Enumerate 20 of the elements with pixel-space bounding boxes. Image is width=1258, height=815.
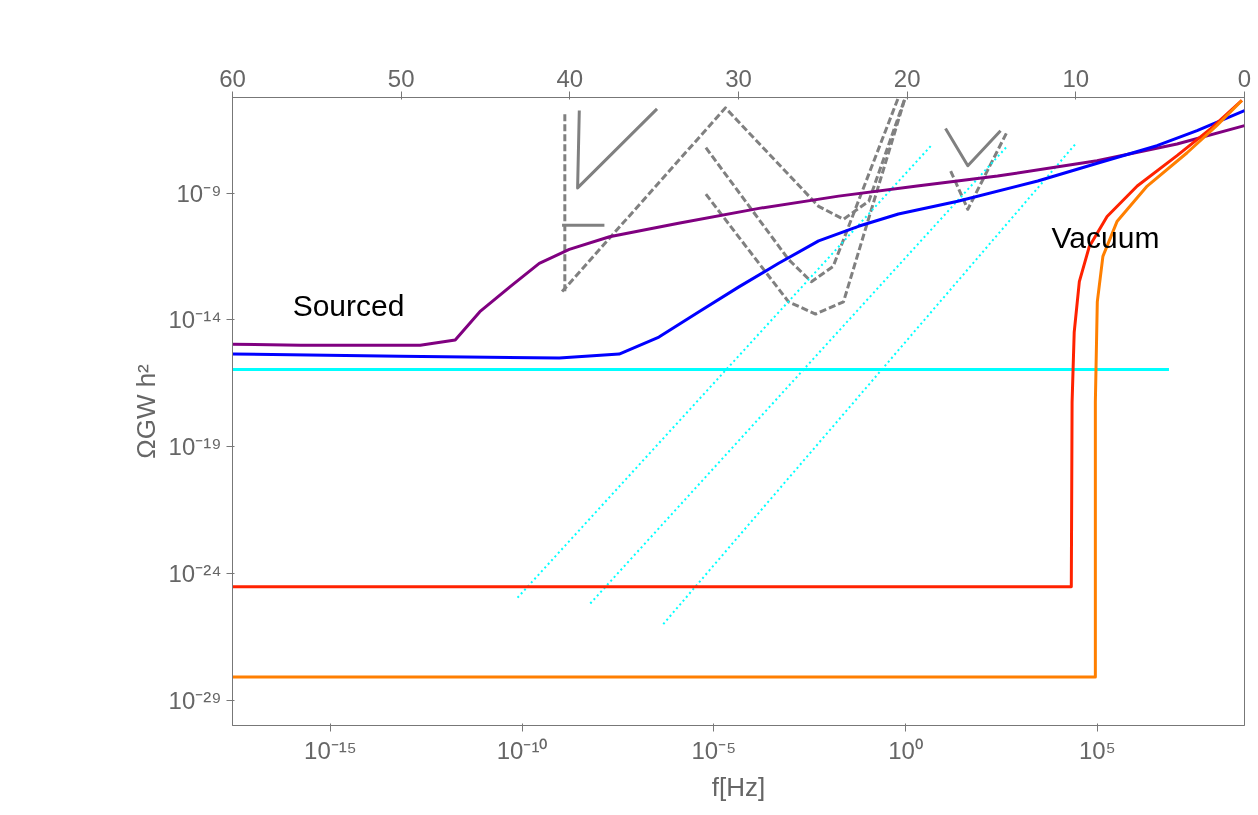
x-tick-label: 10⁰ [888,736,923,764]
y-tick-label: 10⁻²⁴ [168,559,222,587]
x-tick-label: 10⁻¹⁵ [304,736,357,764]
y-tick-label: 10⁻²⁹ [168,686,222,714]
x-tick-label: 10⁵ [1078,736,1116,764]
x2-tick-label: 60 [219,64,246,92]
y-tick-label: 10⁻¹⁹ [168,433,222,461]
x2-tick-label: 50 [387,64,415,92]
y-axis-title: ΩGW h² [130,363,161,459]
y-tick-label: 10⁻¹⁴ [168,306,222,334]
x2-tick-label: 0 [1237,64,1252,92]
x2-tick-label: 10 [1062,64,1090,92]
x-tick-label: 10⁻¹⁰ [496,736,548,764]
x2-tick-label: 30 [725,64,752,92]
y-tick-label: 10⁻⁹ [176,179,222,207]
x2-tick-label: 40 [556,64,584,92]
x-axis-title: f[Hz] [711,771,766,802]
x-tick-label: 10⁻⁵ [691,736,737,764]
annotation: Sourced [292,289,405,322]
x2-tick-label: 20 [893,64,921,92]
